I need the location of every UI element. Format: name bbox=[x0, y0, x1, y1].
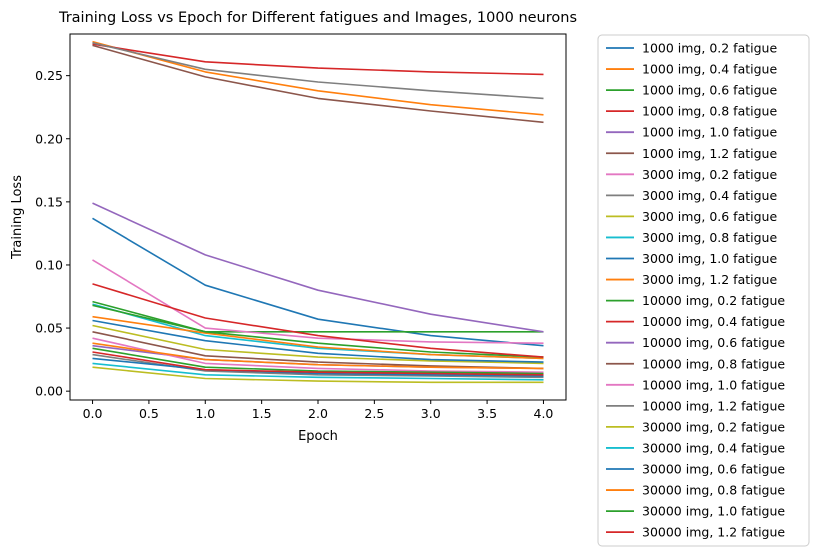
legend-label: 10000 img, 1.2 fatigue bbox=[642, 398, 785, 413]
y-tick-label: 0.00 bbox=[35, 384, 63, 399]
x-tick-label: 4.0 bbox=[534, 406, 554, 421]
legend-label: 1000 img, 0.2 fatigue bbox=[642, 41, 777, 56]
x-tick-label: 2.0 bbox=[308, 406, 328, 421]
legend-label: 1000 img, 1.2 fatigue bbox=[642, 146, 777, 161]
series-line-7 bbox=[92, 259, 544, 344]
series-line-22 bbox=[92, 342, 544, 370]
legend-label: 3000 img, 0.4 fatigue bbox=[642, 188, 777, 203]
series-line-16 bbox=[92, 331, 544, 370]
series-line-13 bbox=[92, 304, 544, 358]
legend: 1000 img, 0.2 fatigue 1000 img, 0.4 fatig… bbox=[597, 34, 810, 547]
legend-label: 3000 img, 0.6 fatigue bbox=[642, 209, 777, 224]
series-line-24 bbox=[92, 351, 544, 376]
series-line-14 bbox=[92, 283, 544, 358]
series-line-11 bbox=[92, 319, 544, 363]
legend-frame bbox=[597, 34, 810, 547]
legend-label: 3000 img, 1.0 fatigue bbox=[642, 251, 777, 266]
legend-label: 3000 img, 1.2 fatigue bbox=[642, 272, 777, 287]
series-line-5 bbox=[92, 202, 544, 333]
y-axis-ticks: 0.00 0.05 0.10 0.15 0.20 0.25 bbox=[35, 68, 70, 399]
x-tick-label: 0.0 bbox=[83, 406, 103, 421]
x-tick-label: 1.0 bbox=[195, 406, 215, 421]
legend-label: 1000 img, 0.6 fatigue bbox=[642, 83, 777, 98]
legend-label: 10000 img, 0.8 fatigue bbox=[642, 356, 785, 371]
series-line-8 bbox=[92, 42, 544, 100]
legend-label: 1000 img, 0.4 fatigue bbox=[642, 62, 777, 77]
chart-title: Training Loss vs Epoch for Different fat… bbox=[58, 10, 577, 26]
series-group bbox=[92, 40, 544, 384]
series-line-23 bbox=[92, 347, 544, 375]
x-tick-label: 3.0 bbox=[421, 406, 441, 421]
legend-label: 10000 img, 0.6 fatigue bbox=[642, 335, 785, 350]
legend-label: 30000 img, 0.8 fatigue bbox=[642, 483, 785, 498]
legend-label: 1000 img, 0.8 fatigue bbox=[642, 104, 777, 119]
legend-label: 10000 img, 0.2 fatigue bbox=[642, 293, 785, 308]
series-line-19 bbox=[92, 366, 544, 384]
y-tick-label: 0.25 bbox=[35, 68, 63, 83]
y-axis-label: Training Loss bbox=[10, 175, 25, 260]
legend-label: 1000 img, 1.0 fatigue bbox=[642, 125, 777, 140]
legend-label: 10000 img, 1.0 fatigue bbox=[642, 377, 785, 392]
series-line-12 bbox=[92, 315, 544, 360]
legend-label: 30000 img, 0.6 fatigue bbox=[642, 462, 785, 477]
series-line-3 bbox=[92, 300, 544, 333]
x-axis-ticks: 0.0 0.5 1.0 1.5 2.0 2.5 3.0 3.5 4.0 bbox=[83, 400, 554, 421]
y-tick-label: 0.20 bbox=[35, 131, 63, 146]
series-line-4 bbox=[92, 43, 544, 76]
x-axis-label: Epoch bbox=[298, 429, 338, 444]
y-tick-label: 0.05 bbox=[35, 321, 63, 336]
y-tick-label: 0.15 bbox=[35, 194, 63, 209]
x-tick-label: 2.5 bbox=[364, 406, 384, 421]
x-tick-label: 0.5 bbox=[139, 406, 159, 421]
axes-frame bbox=[69, 33, 567, 401]
legend-items: 1000 img, 0.2 fatigue 1000 img, 0.4 fatig… bbox=[606, 41, 785, 540]
legend-label: 10000 img, 0.4 fatigue bbox=[642, 314, 785, 329]
plot-area bbox=[69, 33, 567, 401]
series-line-9 bbox=[92, 324, 544, 365]
series-line-20 bbox=[92, 362, 544, 381]
series-line-6 bbox=[92, 44, 544, 124]
legend-label: 30000 img, 0.4 fatigue bbox=[642, 440, 785, 455]
series-line-21 bbox=[92, 357, 544, 377]
x-tick-label: 1.5 bbox=[252, 406, 272, 421]
legend-label: 30000 img, 0.2 fatigue bbox=[642, 419, 785, 434]
x-tick-label: 3.5 bbox=[477, 406, 497, 421]
y-tick-label: 0.10 bbox=[35, 257, 63, 272]
legend-label: 3000 img, 0.8 fatigue bbox=[642, 230, 777, 245]
legend-label: 30000 img, 1.2 fatigue bbox=[642, 525, 785, 540]
series-line-17 bbox=[92, 337, 544, 373]
series-line-1 bbox=[92, 217, 544, 347]
series-line-2 bbox=[92, 40, 544, 116]
legend-label: 30000 img, 1.0 fatigue bbox=[642, 504, 785, 519]
legend-label: 3000 img, 0.2 fatigue bbox=[642, 167, 777, 182]
